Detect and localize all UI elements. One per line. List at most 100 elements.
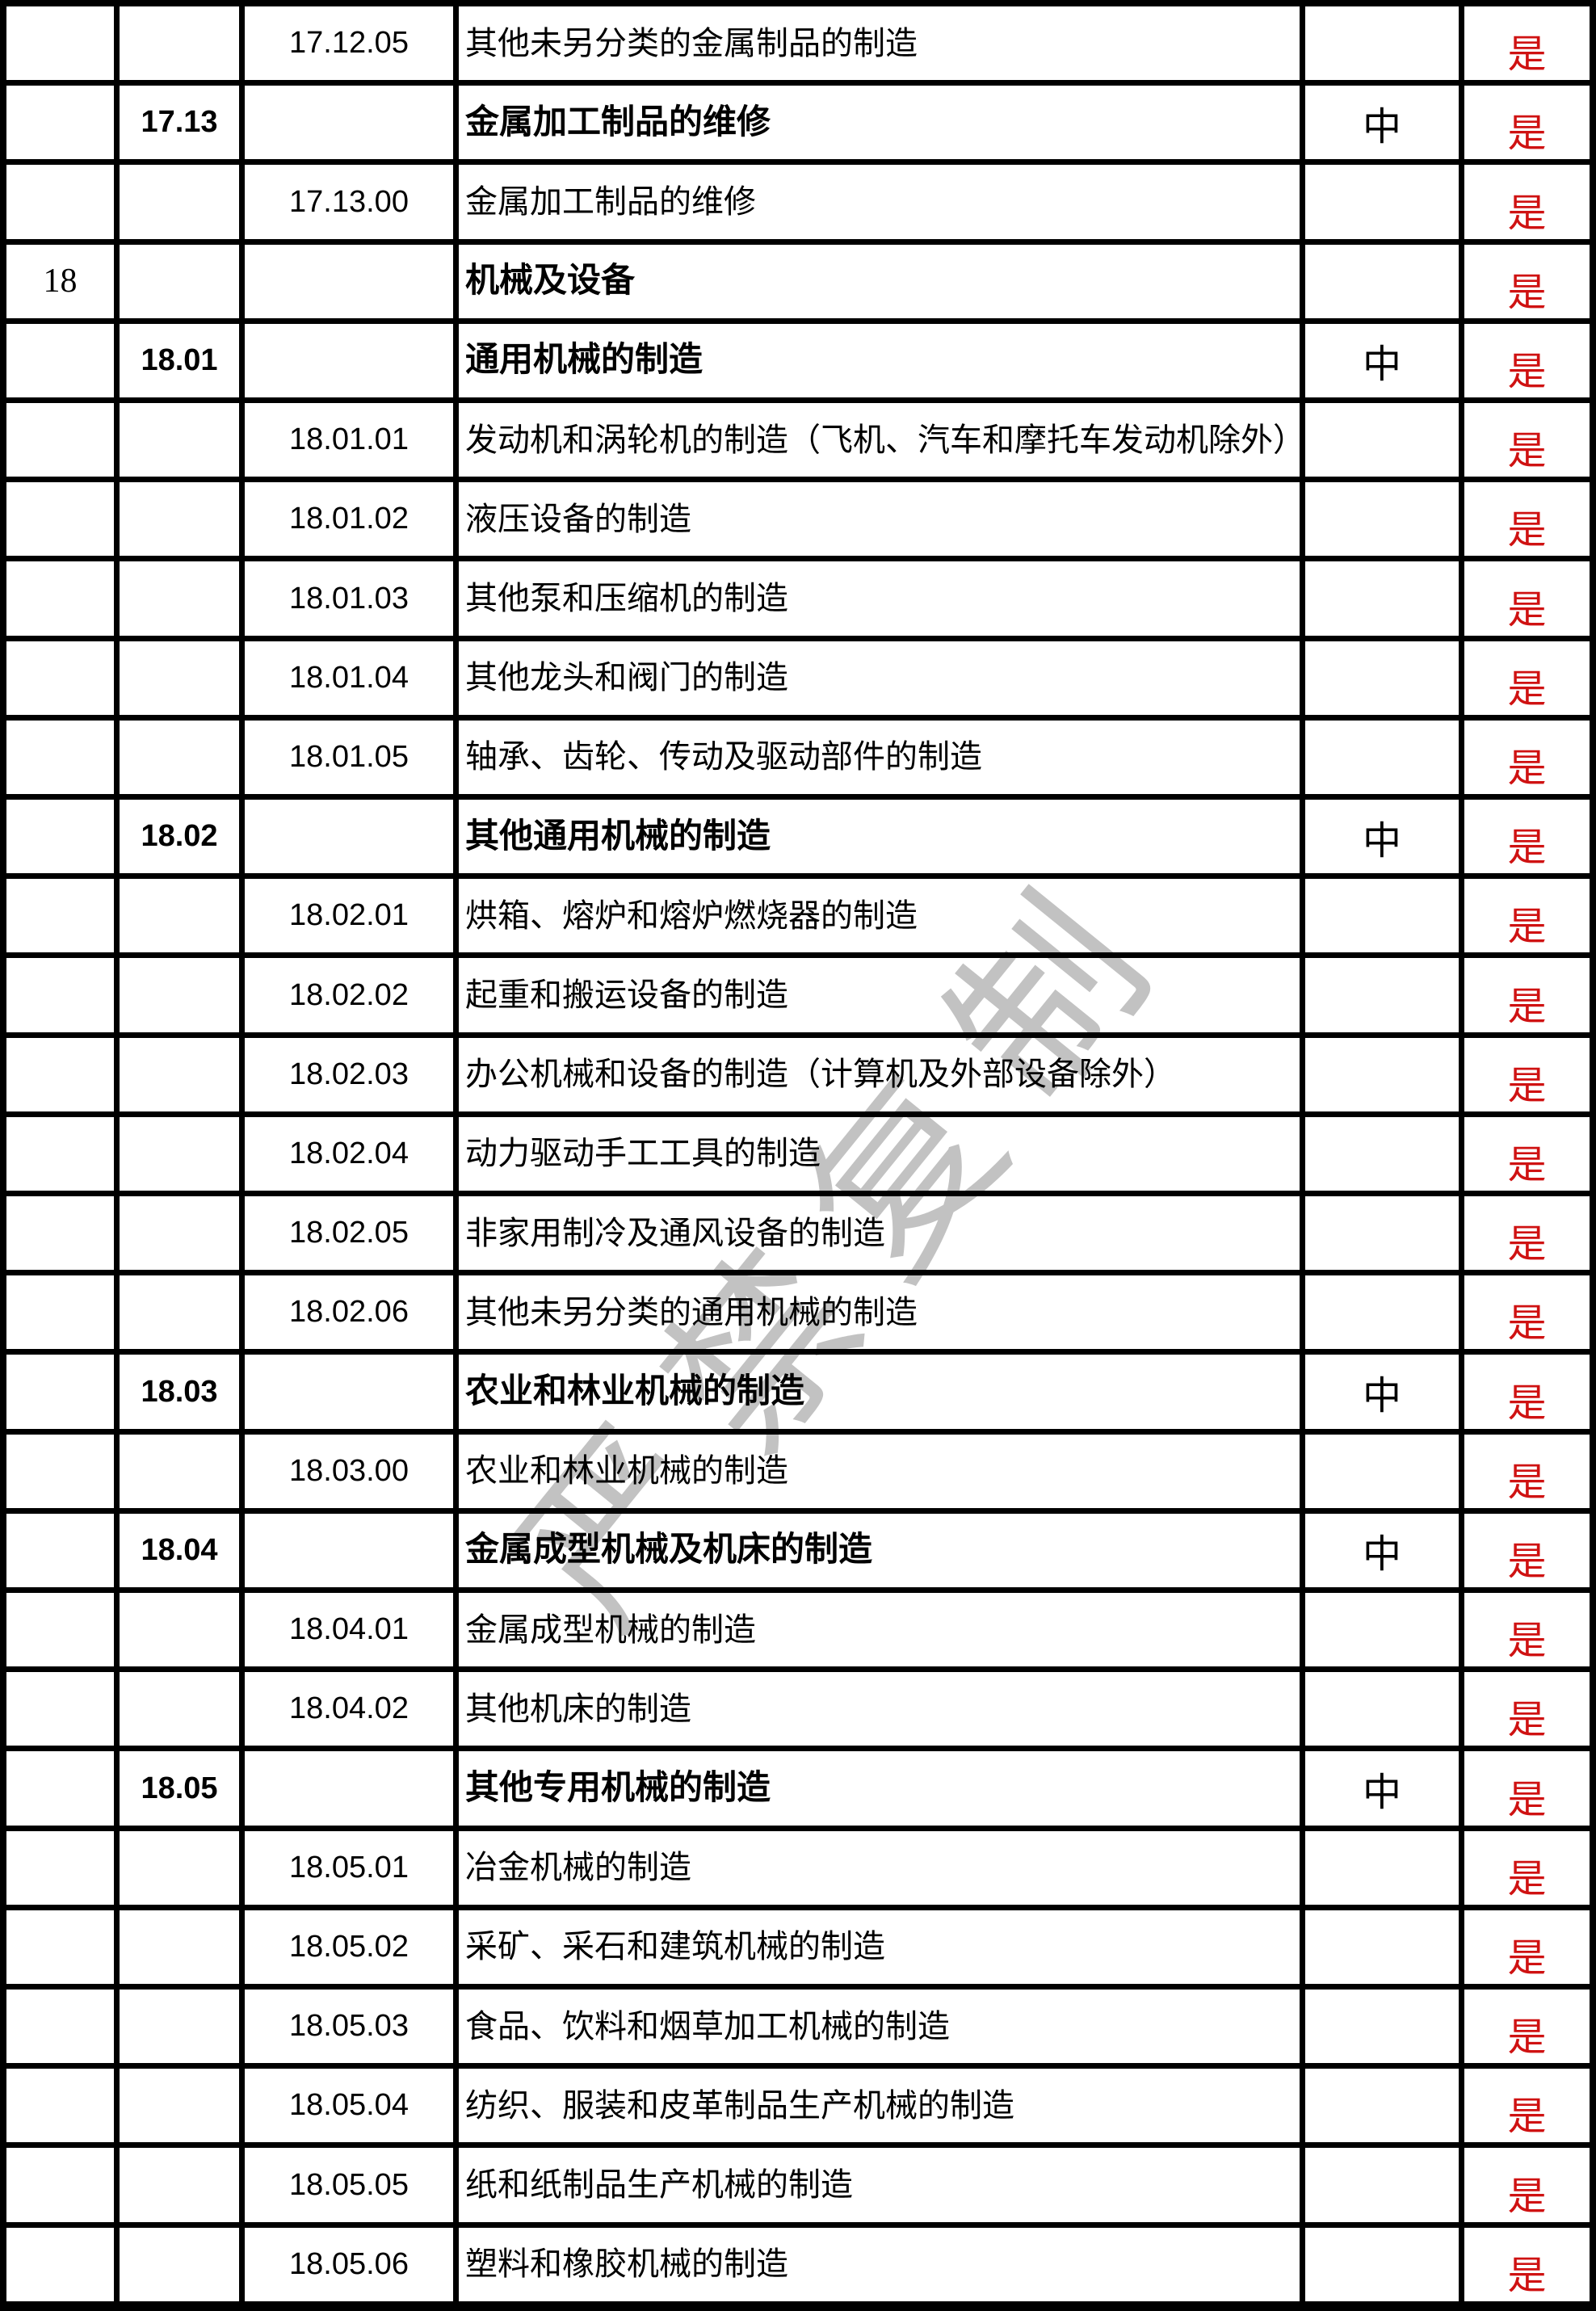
flag-cell: 是 bbox=[1464, 245, 1590, 318]
scale-cell bbox=[1305, 879, 1464, 953]
description-cell-text: 办公机械和设备的制造（计算机及外部设备除外） bbox=[465, 1056, 1176, 1093]
flag-cell: 是 bbox=[1464, 403, 1590, 477]
level2-code-cell bbox=[120, 1196, 245, 1271]
level2-code-cell bbox=[120, 1593, 245, 1667]
description-cell-text: 农业和林业机械的制造 bbox=[465, 1373, 805, 1411]
table-row: 18.05 其他专用机械的制造 中 是 bbox=[6, 1746, 1590, 1826]
level3-code-cell: 18.01.03 bbox=[245, 561, 459, 636]
flag-cell: 是 bbox=[1464, 86, 1590, 159]
table-row: 18.02.05 非家用制冷及通风设备的制造 是 bbox=[6, 1191, 1590, 1271]
level3-code-cell: 18.05.01 bbox=[245, 1830, 459, 1905]
level1-code-cell bbox=[6, 1196, 120, 1271]
level3-code-cell-text: 18.02.04 bbox=[289, 1136, 409, 1170]
level1-code-cell bbox=[6, 6, 120, 81]
flag-cell-text: 是 bbox=[1507, 2174, 1547, 2218]
flag-cell-text: 是 bbox=[1507, 2016, 1547, 2060]
flag-cell: 是 bbox=[1464, 482, 1590, 556]
flag-cell-text: 是 bbox=[1507, 351, 1547, 394]
scale-cell bbox=[1305, 2227, 1464, 2301]
table-row: 18.02.03 办公机械和设备的制造（计算机及外部设备除外） 是 bbox=[6, 1032, 1590, 1111]
scale-cell: 中 bbox=[1305, 1513, 1464, 1588]
flag-cell: 是 bbox=[1464, 879, 1590, 952]
description-cell: 金属成型机械的制造 bbox=[459, 1593, 1305, 1667]
level1-code-cell bbox=[6, 323, 120, 398]
scale-cell bbox=[1305, 165, 1464, 239]
level3-code-cell bbox=[245, 800, 459, 874]
flag-cell: 是 bbox=[1464, 641, 1590, 715]
table-row: 18.04.02 其他机床的制造 是 bbox=[6, 1666, 1590, 1746]
description-cell-text: 动力驱动手工工具的制造 bbox=[465, 1135, 821, 1172]
level2-code-cell bbox=[120, 244, 245, 318]
level2-code-cell bbox=[120, 2148, 245, 2222]
flag-cell-text: 是 bbox=[1507, 1302, 1547, 1346]
level3-code-cell-text: 18.04.02 bbox=[289, 1691, 409, 1726]
scale-cell bbox=[1305, 1672, 1464, 1746]
level3-code-cell-text: 18.05.02 bbox=[289, 1929, 409, 1964]
table-row: 18.05.05 纸和纸制品生产机械的制造 是 bbox=[6, 2142, 1590, 2222]
scale-cell bbox=[1305, 561, 1464, 636]
description-cell: 轴承、齿轮、传动及驱动部件的制造 bbox=[459, 720, 1305, 795]
description-cell: 其他机床的制造 bbox=[459, 1672, 1305, 1746]
table-row: 18.01.03 其他泵和压缩机的制造 是 bbox=[6, 556, 1590, 636]
table-row: 17.13 金属加工制品的维修 中 是 bbox=[6, 80, 1590, 160]
level1-code-cell bbox=[6, 1275, 120, 1350]
description-cell: 纺织、服装和皮革制品生产机械的制造 bbox=[459, 2069, 1305, 2143]
flag-cell-text: 是 bbox=[1507, 430, 1547, 473]
level3-code-cell: 17.13.00 bbox=[245, 165, 459, 239]
level1-code-cell bbox=[6, 879, 120, 953]
description-cell: 农业和林业机械的制造 bbox=[459, 1434, 1305, 1508]
level1-code-cell bbox=[6, 1116, 120, 1191]
flag-cell-text: 是 bbox=[1507, 2254, 1547, 2297]
description-cell: 通用机械的制造 bbox=[459, 323, 1305, 398]
flag-cell-text: 是 bbox=[1507, 2095, 1547, 2139]
description-cell-text: 纸和纸制品生产机械的制造 bbox=[465, 2166, 853, 2204]
table-row: 18.01.02 液压设备的制造 是 bbox=[6, 477, 1590, 557]
scale-cell bbox=[1305, 403, 1464, 477]
scale-cell bbox=[1305, 641, 1464, 715]
level3-code-cell-text: 18.02.02 bbox=[289, 977, 409, 1012]
level2-code-cell bbox=[120, 958, 245, 1032]
description-cell-text: 机械及设备 bbox=[465, 263, 636, 300]
flag-cell: 是 bbox=[1464, 1038, 1590, 1111]
level1-code-cell bbox=[6, 1672, 120, 1746]
level2-code-cell: 18.04 bbox=[120, 1513, 245, 1588]
description-cell: 食品、饮料和烟草加工机械的制造 bbox=[459, 1990, 1305, 2064]
description-cell-text: 起重和搬运设备的制造 bbox=[465, 977, 788, 1014]
flag-cell-text: 是 bbox=[1507, 509, 1547, 553]
description-cell: 冶金机械的制造 bbox=[459, 1830, 1305, 1905]
description-cell-text: 其他泵和压缩机的制造 bbox=[465, 580, 788, 617]
level3-code-cell: 18.02.02 bbox=[245, 958, 459, 1032]
description-cell: 办公机械和设备的制造（计算机及外部设备除外） bbox=[459, 1037, 1305, 1111]
flag-cell: 是 bbox=[1464, 561, 1590, 635]
table-row: 18 机械及设备 是 bbox=[6, 238, 1590, 318]
flag-cell-text: 是 bbox=[1507, 1857, 1547, 1901]
level2-code-cell: 17.13 bbox=[120, 86, 245, 160]
description-cell: 金属加工制品的维修 bbox=[459, 165, 1305, 239]
scale-cell-text: 中 bbox=[1362, 1771, 1401, 1815]
level1-code-cell bbox=[6, 1910, 120, 1985]
level2-code-cell bbox=[120, 720, 245, 795]
scale-cell bbox=[1305, 720, 1464, 795]
scale-cell bbox=[1305, 1196, 1464, 1271]
description-cell: 塑料和橡胶机械的制造 bbox=[459, 2227, 1305, 2301]
scale-cell bbox=[1305, 1037, 1464, 1111]
level3-code-cell: 18.04.01 bbox=[245, 1593, 459, 1667]
level3-code-cell-text: 18.05.05 bbox=[289, 2167, 409, 2202]
level1-code-cell bbox=[6, 482, 120, 557]
description-cell: 动力驱动手工工具的制造 bbox=[459, 1116, 1305, 1191]
scale-cell bbox=[1305, 1434, 1464, 1508]
description-cell: 非家用制冷及通风设备的制造 bbox=[459, 1196, 1305, 1271]
description-cell-text: 发动机和涡轮机的制造（飞机、汽车和摩托车发动机除外） bbox=[465, 421, 1305, 458]
level1-code-cell-text: 18 bbox=[43, 263, 78, 300]
level3-code-cell: 18.02.03 bbox=[245, 1037, 459, 1111]
level2-code-cell: 18.02 bbox=[120, 800, 245, 874]
description-cell-text: 金属加工制品的维修 bbox=[465, 183, 756, 220]
level2-code-cell bbox=[120, 2227, 245, 2301]
flag-cell: 是 bbox=[1464, 1275, 1590, 1349]
level3-code-cell: 18.05.02 bbox=[245, 1910, 459, 1985]
level2-code-cell bbox=[120, 1116, 245, 1191]
scale-cell-text: 中 bbox=[1362, 105, 1401, 149]
level1-code-cell bbox=[6, 1513, 120, 1588]
level3-code-cell-text: 18.05.06 bbox=[289, 2246, 409, 2281]
description-cell-text: 采矿、采石和建筑机械的制造 bbox=[465, 1928, 885, 1965]
